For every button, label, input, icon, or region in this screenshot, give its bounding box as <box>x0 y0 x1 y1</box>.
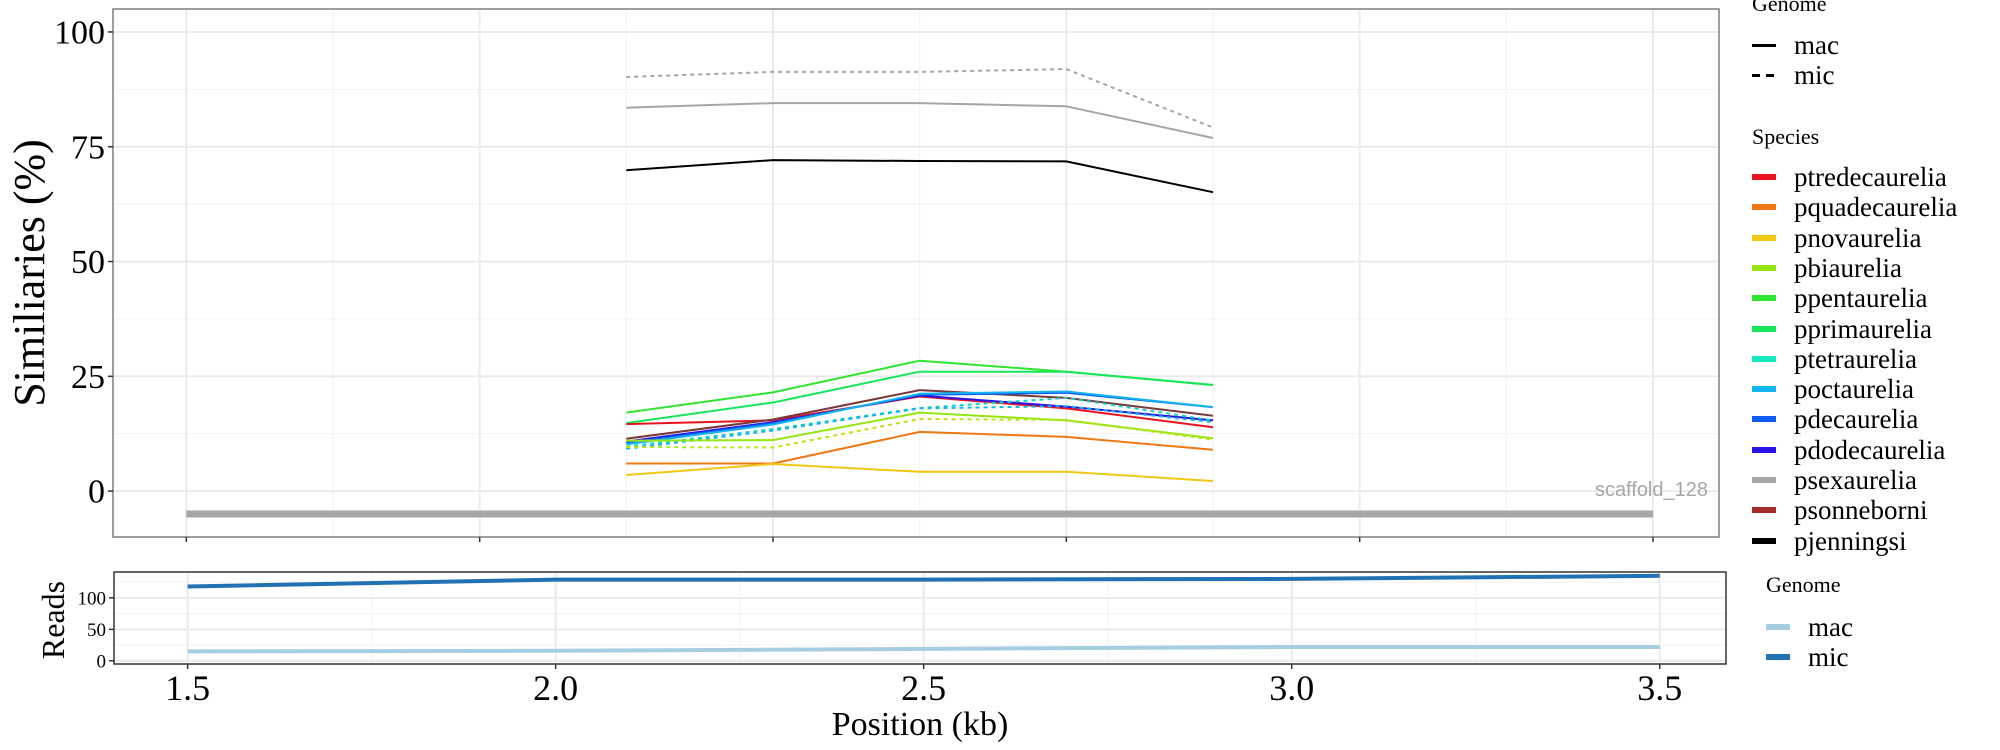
x-axis-title: Position (kb) <box>832 706 1009 743</box>
legend-label: pdecaurelia <box>1794 404 1919 435</box>
legend-item-ptetraurelia: ptetraurelia <box>1752 344 1917 374</box>
legend-title: Species <box>1752 124 1820 149</box>
series-line-psexaurelia-mac <box>626 102 1214 139</box>
legend-item-pbiaurelia: pbiaurelia <box>1752 253 1902 283</box>
legend-item-pdodecaurelia: pdodecaurelia <box>1752 435 1945 465</box>
y-tick-label: 75 <box>71 129 105 166</box>
similarity-panel: scaffold_128 0 25 50 75 100 <box>54 8 1720 542</box>
series-line-poctaurelia-mac <box>626 390 1214 446</box>
solid-line-key-icon <box>1752 43 1776 47</box>
y-axis-title-reads: Reads <box>35 581 71 659</box>
legend-label: ptetraurelia <box>1794 343 1917 374</box>
x-tick-label: 2.0 <box>533 668 578 708</box>
legend-label: poctaurelia <box>1794 374 1914 405</box>
legend-title: Genome <box>1766 572 1841 597</box>
series-line-pbiaurelia-mac <box>626 411 1214 442</box>
legend-item-reads-mac: mac <box>1766 612 1853 642</box>
color-swatch-icon <box>1752 325 1776 332</box>
legend-item-ptredecaurelia: ptredecaurelia <box>1752 162 1947 192</box>
panel-border <box>113 571 1727 665</box>
x-tick-label: 3.5 <box>1637 668 1682 708</box>
color-swatch-icon <box>1752 234 1776 241</box>
legend-label: ptredecaurelia <box>1794 162 1947 192</box>
color-swatch-icon <box>1752 507 1776 514</box>
color-swatch-icon <box>1752 416 1776 423</box>
plot-background <box>113 9 1719 537</box>
legend-label: pnovaurelia <box>1794 222 1922 253</box>
legend-label: ppentaurelia <box>1794 283 1928 314</box>
series-line-pquadecaurelia-mac <box>626 430 1214 465</box>
reads-panel: 1.5 2.0 2.5 3.0 3.5 0 50 100 <box>78 571 1727 708</box>
scaffold-label: scaffold_128 <box>1595 479 1708 501</box>
series-line-psexaurelia-mic <box>626 68 1214 129</box>
legend-label: mac <box>1794 30 1839 60</box>
legend-label: pquadecaurelia <box>1794 192 1958 223</box>
color-swatch-icon <box>1752 386 1776 393</box>
legend-label: mac <box>1808 612 1853 642</box>
series-line-pnovaurelia-mac <box>626 463 1214 482</box>
legend-label: pprimaurelia <box>1794 313 1932 344</box>
y-tick-label: 50 <box>71 244 105 281</box>
legend-label: pdodecaurelia <box>1794 434 1946 465</box>
x-tick-label: 1.5 <box>165 668 210 708</box>
y-tick-label: 50 <box>87 620 106 641</box>
legend-item-pdecaurelia: pdecaurelia <box>1752 404 1918 434</box>
y-tick-label: 100 <box>78 588 107 609</box>
series-line-psonneborni-mac <box>626 389 1214 440</box>
series-line-pprimaurelia-mac <box>626 370 1214 425</box>
y-tick-label: 25 <box>71 359 105 396</box>
color-swatch-icon <box>1752 264 1776 271</box>
series-line-ptetraurelia-mic <box>626 396 1214 448</box>
legend-item-psexaurelia: psexaurelia <box>1752 465 1917 495</box>
legend-item-reads-mic: mic <box>1766 642 1849 672</box>
color-swatch-icon <box>1752 537 1776 544</box>
y-tick-label: 100 <box>54 15 105 52</box>
color-swatch-icon <box>1752 295 1776 302</box>
legend-item-mic: mic <box>1752 60 1835 90</box>
color-swatch-icon <box>1766 624 1790 630</box>
legend-item-pquadecaurelia: pquadecaurelia <box>1752 192 1957 222</box>
legend-item-poctaurelia: poctaurelia <box>1752 374 1914 404</box>
legend-label: mic <box>1794 60 1835 90</box>
color-swatch-icon <box>1752 477 1776 483</box>
color-swatch-icon <box>1752 204 1776 211</box>
x-tick-label: 2.5 <box>901 668 946 708</box>
color-swatch-icon <box>1752 174 1776 180</box>
legend-label: psonneborni <box>1794 495 1928 526</box>
legend-item-psonneborni: psonneborni <box>1752 495 1927 525</box>
legend-item-pnovaurelia: pnovaurelia <box>1752 223 1921 253</box>
legend-item-pjenningsi: pjenningsi <box>1752 526 1907 556</box>
color-swatch-icon <box>1752 355 1776 362</box>
x-tick-label: 3.0 <box>1269 668 1314 708</box>
legend-label: pjenningsi <box>1794 525 1907 556</box>
series-line-mac <box>187 645 1660 654</box>
series-line-poctaurelia-mic <box>626 405 1214 450</box>
color-swatch-icon <box>1752 446 1776 453</box>
y-tick-label: 0 <box>97 651 107 672</box>
legend-item-pprimaurelia: pprimaurelia <box>1752 314 1932 344</box>
y-tick-label: 0 <box>88 474 105 511</box>
legend-item-mac: mac <box>1752 30 1839 60</box>
color-swatch-icon <box>1766 654 1790 660</box>
legend-label: psexaurelia <box>1794 465 1917 495</box>
series-line-pbiaurelia-mic <box>626 418 1214 449</box>
panel-border <box>112 8 1720 538</box>
y-axis-title-similarity: Similiaries (%) <box>5 139 54 407</box>
legend-title: Genome <box>1752 0 1827 16</box>
dashed-line-key-icon <box>1752 73 1776 77</box>
series-line-mic <box>187 573 1660 589</box>
legend-item-ppentaurelia: ppentaurelia <box>1752 283 1927 313</box>
legend-label: mic <box>1808 642 1849 672</box>
legend-label: pbiaurelia <box>1794 252 1902 283</box>
series-line-pjenningsi-mac <box>626 159 1214 194</box>
